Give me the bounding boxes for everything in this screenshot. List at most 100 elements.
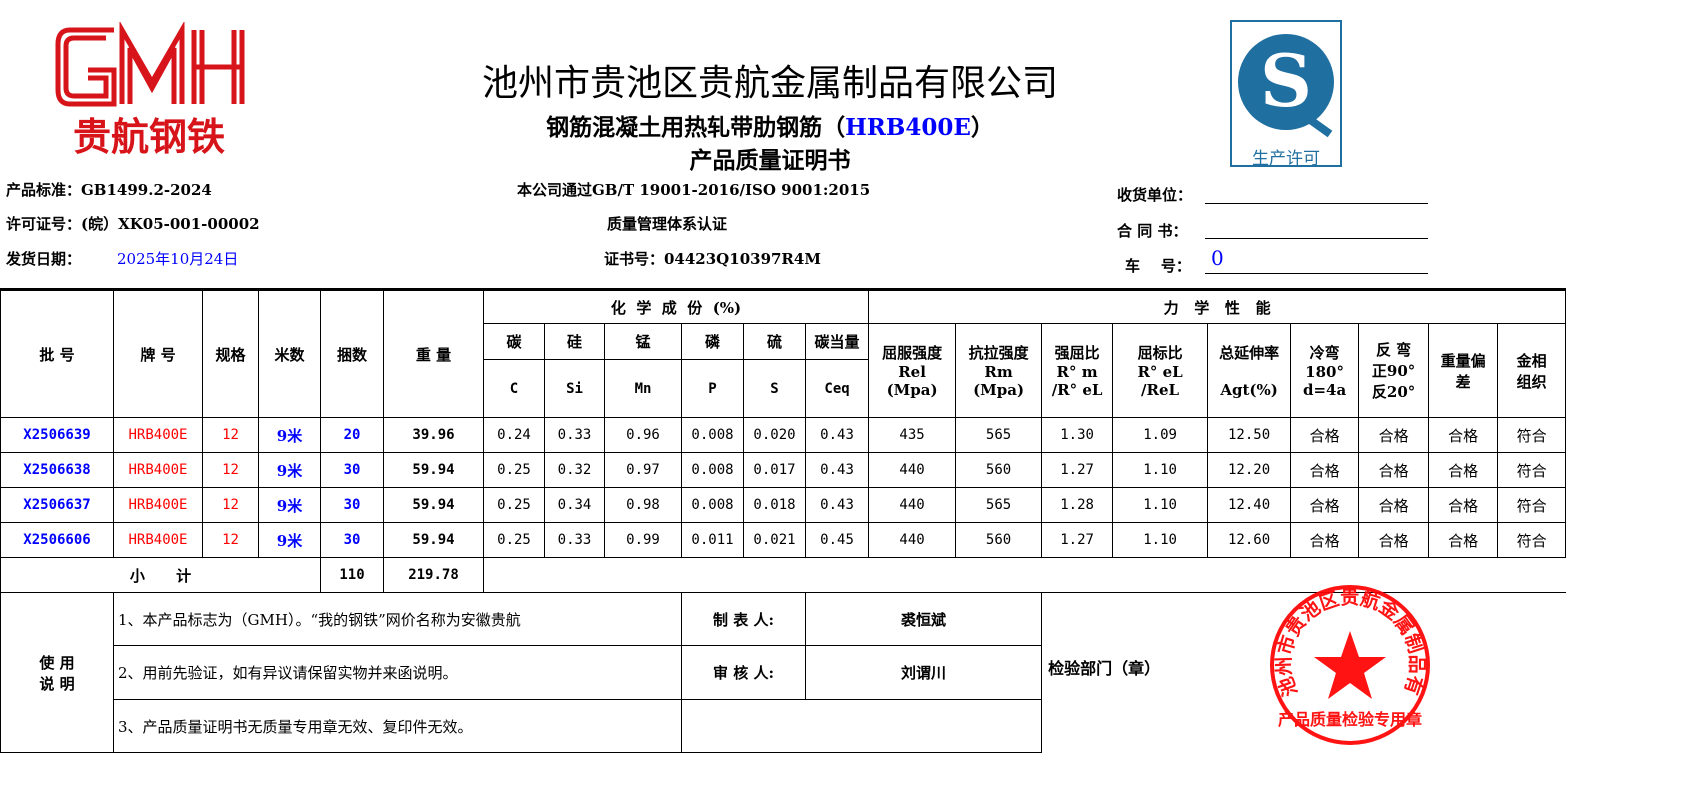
cell-length: 9米 xyxy=(258,417,321,453)
col-s-sym: S xyxy=(743,359,806,418)
contract-label: 合 同 书： xyxy=(1117,222,1188,240)
cell-weight: 59.94 xyxy=(383,487,484,523)
wdev-l2: 差 xyxy=(1455,372,1471,391)
col-ratio2: 屈标比 R° eL/ReL xyxy=(1112,323,1209,418)
cell-ceq: 0.43 xyxy=(804,417,870,453)
cell-ceq: 0.45 xyxy=(804,522,870,558)
cell-bundles: 30 xyxy=(320,522,384,558)
cell-c: 0.25 xyxy=(483,452,545,488)
cell-wdev: 合格 xyxy=(1428,452,1499,488)
contract-field xyxy=(1205,238,1428,239)
cert-line-2: 质量管理体系认证 xyxy=(607,215,728,233)
ratio1-l3: /R° eL xyxy=(1051,381,1103,399)
certificate-table: 批 号 牌 号 规格 米数 捆数 重 量 化 学 成 份 (%) 力 学 性 能… xyxy=(0,288,1567,753)
cell-agt: 12.20 xyxy=(1207,452,1292,488)
usage-label-2: 说 明 xyxy=(39,674,75,693)
ratio2-l2: R° eL xyxy=(1137,363,1183,381)
bend-l1: 冷弯 xyxy=(1309,344,1340,362)
cell-batch: X2506606 xyxy=(0,522,114,558)
col-c-sym: C xyxy=(483,359,545,418)
cell-rel: 440 xyxy=(868,522,957,558)
document-title: 产品质量证明书 xyxy=(689,147,851,174)
receiver-field xyxy=(1205,203,1428,204)
cell-brand: HRB400E xyxy=(113,417,203,453)
cell-bundles: 20 xyxy=(320,417,384,453)
col-spec: 规格 xyxy=(202,288,259,418)
wdev-l1: 重量偏 xyxy=(1440,351,1486,370)
cell-si: 0.33 xyxy=(544,417,605,453)
rm-l3: (Mpa) xyxy=(973,381,1025,399)
vehicle-label: 车 号： xyxy=(1125,257,1191,275)
cell-si: 0.32 xyxy=(544,452,605,488)
cell-wdev: 合格 xyxy=(1428,487,1499,523)
col-weight-dev: 重量偏差 xyxy=(1428,323,1499,418)
col-weight: 重 量 xyxy=(383,288,484,418)
cell-spec: 12 xyxy=(202,487,259,523)
col-ratio1: 强屈比 R° m/R° eL xyxy=(1041,323,1114,418)
cell-ratio2: 1.09 xyxy=(1112,417,1209,453)
cert-line-1: 本公司通过GB/T 19001-2016/ISO 9001:2015 xyxy=(517,181,871,199)
chem-group-header: 化 学 成 份 (%) xyxy=(482,288,870,324)
note-3: 3、产品质量证明书无质量专用章无效、复印件无效。 xyxy=(113,699,682,753)
ratio1-l1: 强屈比 xyxy=(1054,344,1100,362)
cell-weight: 59.94 xyxy=(383,452,484,488)
cell-length: 9米 xyxy=(258,452,321,488)
col-micro: 金相 组织 xyxy=(1497,323,1567,418)
cell-micro: 符合 xyxy=(1497,417,1567,453)
product-prefix: 钢筋混凝土用热轧带肋钢筋（ xyxy=(546,114,846,141)
subtotal-weight: 219.78 xyxy=(383,557,484,593)
cell-rm: 560 xyxy=(955,452,1043,488)
col-ceq-cn: 碳当量 xyxy=(804,323,870,360)
cell-length: 9米 xyxy=(258,487,321,523)
cell-bundles: 30 xyxy=(320,487,384,523)
table-row: X2506606 HRB400E 12 9米 30 59.94 0.25 0.33 0.99 0.… xyxy=(0,522,1567,558)
agt-spacer xyxy=(1208,363,1290,381)
ratio1-l2: R° m xyxy=(1056,363,1098,381)
cell-rm: 560 xyxy=(955,522,1043,558)
rel-l2: Rel xyxy=(898,363,926,381)
cell-si: 0.33 xyxy=(544,522,605,558)
cell-bend: 合格 xyxy=(1290,522,1360,558)
rm-l2: Rm xyxy=(984,363,1013,381)
cell-ceq: 0.43 xyxy=(804,452,870,488)
logo-brand-name: 贵航钢铁 xyxy=(73,115,225,157)
cell-bend: 合格 xyxy=(1290,487,1360,523)
cell-micro: 符合 xyxy=(1497,452,1567,488)
cell-mn: 0.97 xyxy=(604,452,682,488)
agt-l3: Agt(%) xyxy=(1220,381,1278,399)
ship-date-label: 发货日期： xyxy=(6,250,82,268)
cell-bend: 合格 xyxy=(1290,452,1360,488)
col-si-sym: Si xyxy=(544,359,605,418)
cell-brand: HRB400E xyxy=(113,452,203,488)
notes-row-2: 2、用前先验证，如有异议请保留实物并来函说明。 审 核 人: 刘谓川 xyxy=(1,645,1566,700)
col-s-cn: 硫 xyxy=(743,323,806,360)
col-bend: 冷弯 180° d=4a xyxy=(1290,323,1360,418)
rel-l1: 屈服强度 xyxy=(882,344,943,362)
subtotal-bundles: 110 xyxy=(320,557,384,593)
subtotal-blank xyxy=(482,557,1566,593)
cell-s: 0.020 xyxy=(743,417,806,453)
col-p-cn: 磷 xyxy=(681,323,744,360)
cell-si: 0.34 xyxy=(544,487,605,523)
usage-label-1: 使 用 xyxy=(39,653,75,672)
micro-l2: 组织 xyxy=(1516,372,1547,391)
col-ceq-sym: Ceq xyxy=(804,359,870,418)
ship-date: 2025年10月24日 xyxy=(117,250,239,268)
cell-micro: 符合 xyxy=(1497,522,1567,558)
ratio2-l1: 屈标比 xyxy=(1137,344,1183,362)
seal-star-icon xyxy=(1314,631,1386,699)
bend-l2: 180° xyxy=(1305,363,1344,381)
col-batch: 批 号 xyxy=(0,288,114,418)
qs-emblem-icon: S xyxy=(1238,34,1334,138)
cell-p: 0.008 xyxy=(681,417,744,453)
note-1: 1、本产品标志为（GMH）。“我的钢铁”网价名称为安徽贵航 xyxy=(113,592,682,646)
note-2: 2、用前先验证，如有异议请保留实物并来函说明。 xyxy=(113,645,682,700)
usage-label: 使 用说 明 xyxy=(0,592,114,753)
rebend-l3: 反20° xyxy=(1371,383,1416,401)
cell-mn: 0.96 xyxy=(604,417,682,453)
notes-row-3: 3、产品质量证明书无质量专用章无效、复印件无效。 xyxy=(1,699,1566,753)
cell-ratio1: 1.28 xyxy=(1041,487,1114,523)
cell-brand: HRB400E xyxy=(113,487,203,523)
cell-wdev: 合格 xyxy=(1428,522,1499,558)
svg-text:产品质量检验专用章: 产品质量检验专用章 xyxy=(1278,710,1422,729)
